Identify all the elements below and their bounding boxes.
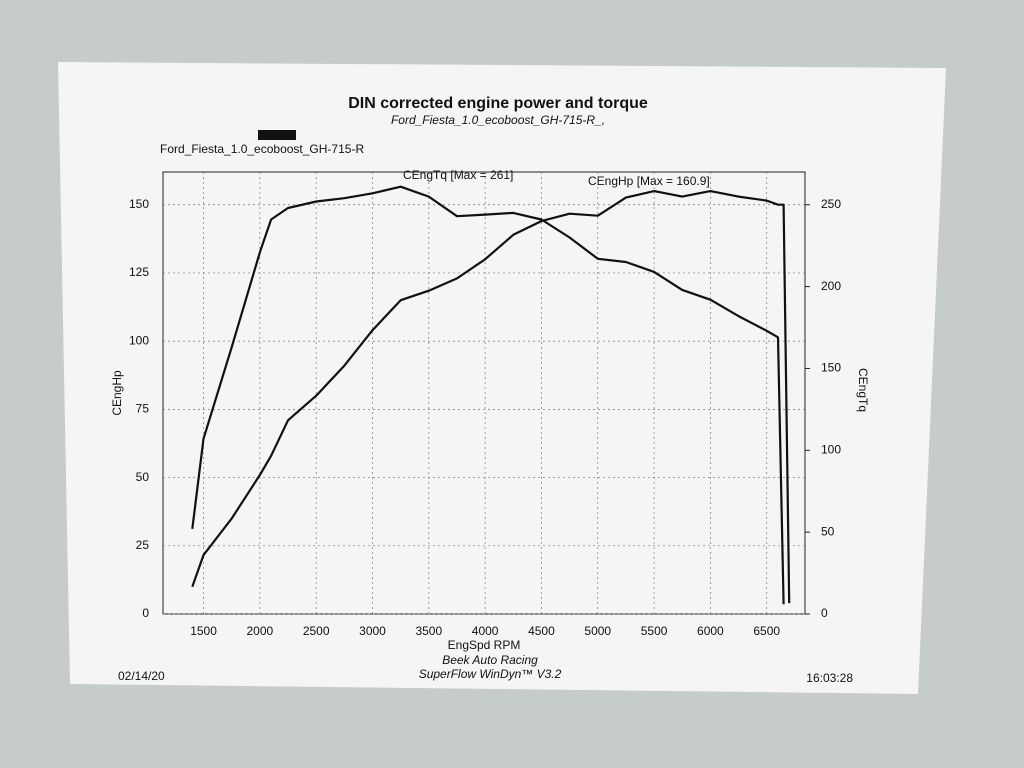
y-axis-label: CEngHp bbox=[110, 370, 124, 416]
footer-date: 02/14/20 bbox=[118, 669, 165, 683]
y2-tick-label: 150 bbox=[821, 361, 841, 375]
series-line bbox=[191, 190, 791, 604]
y-tick-label: 150 bbox=[129, 197, 149, 211]
x-axis-label: EngSpd RPM bbox=[448, 638, 521, 652]
series-line bbox=[191, 185, 785, 605]
y2-axis-label: CEngTq bbox=[856, 368, 870, 412]
x-tick-label: 5500 bbox=[641, 624, 668, 638]
x-tick-label: 2000 bbox=[247, 624, 274, 638]
y-tick-label: 125 bbox=[129, 265, 149, 279]
chart-title: DIN corrected engine power and torque bbox=[348, 95, 648, 112]
x-tick-label: 3500 bbox=[415, 624, 442, 638]
y-tick-label: 50 bbox=[136, 470, 150, 484]
x-tick-label: 4500 bbox=[528, 624, 555, 638]
x-tick-label: 5000 bbox=[584, 624, 611, 638]
annotation: CEngHp [Max = 160.9] bbox=[588, 174, 710, 188]
y-tick-label: 75 bbox=[136, 402, 150, 416]
footer-time: 16:03:28 bbox=[806, 671, 853, 685]
x-tick-label: 6500 bbox=[753, 624, 780, 638]
y2-tick-label: 250 bbox=[821, 197, 841, 211]
x-tick-label: 4000 bbox=[472, 624, 499, 638]
y2-tick-label: 50 bbox=[821, 524, 835, 538]
y2-tick-label: 0 bbox=[821, 606, 828, 620]
x-tick-label: 2500 bbox=[303, 624, 330, 638]
footer-software: SuperFlow WinDyn™ V3.2 bbox=[419, 667, 562, 681]
y2-tick-label: 200 bbox=[821, 279, 841, 293]
x-tick-label: 6000 bbox=[697, 624, 724, 638]
y2-tick-label: 100 bbox=[821, 442, 841, 456]
paper bbox=[58, 62, 946, 694]
chart-subtitle: Ford_Fiesta_1.0_ecoboost_GH-715-R_, bbox=[391, 113, 605, 127]
x-tick-label: 1500 bbox=[190, 624, 217, 638]
x-tick-label: 3000 bbox=[359, 624, 386, 638]
y-tick-label: 100 bbox=[129, 333, 149, 347]
run-label: Ford_Fiesta_1.0_ecoboost_GH-715-R bbox=[160, 142, 364, 156]
footer-company: Beek Auto Racing bbox=[442, 653, 538, 667]
redaction bbox=[258, 130, 296, 140]
y-tick-label: 25 bbox=[136, 538, 150, 552]
annotation: CEngTq [Max = 261] bbox=[403, 168, 513, 182]
y-tick-label: 0 bbox=[142, 606, 149, 620]
